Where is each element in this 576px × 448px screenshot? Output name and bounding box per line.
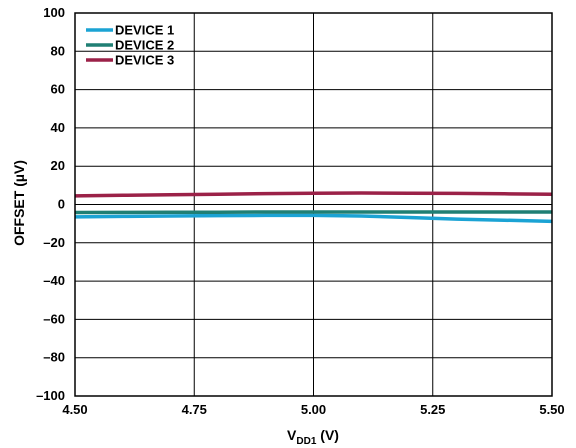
x-tick-label: 4.75 [182, 402, 207, 417]
y-tick-label: 80 [51, 43, 65, 58]
series-line-device-2 [74, 210, 552, 215]
x-axis-label-subscript: DD1 [296, 436, 316, 447]
x-axis-label: VDD1 (V) [287, 427, 339, 447]
grid [74, 12, 553, 397]
y-tick-label: 20 [51, 158, 65, 173]
x-tick-label: 5.25 [420, 402, 445, 417]
y-tick-label: –40 [43, 273, 65, 288]
x-axis-label-main: V [287, 427, 297, 443]
series-line-device-3 [74, 191, 553, 198]
legend-label-device-3: DEVICE 3 [115, 53, 174, 68]
y-tick-label: 60 [51, 82, 65, 97]
y-tick-label: –60 [43, 311, 65, 326]
x-tick-label: 5.50 [539, 402, 564, 417]
y-axis-label: OFFSET (µV) [11, 160, 27, 246]
legend-label-device-2: DEVICE 2 [115, 38, 174, 53]
y-tick-label: –20 [43, 235, 65, 250]
series-line-device-1 [74, 213, 553, 224]
y-tick-labels: 100 80 60 40 20 0 –20 –40 –60 –80 –100 [36, 5, 65, 403]
legend-label-device-1: DEVICE 1 [115, 23, 174, 38]
x-tick-labels: 4.50 4.75 5.00 5.25 5.50 [62, 402, 564, 417]
plot-frame [74, 12, 553, 397]
y-tick-label: 0 [58, 197, 65, 212]
y-tick-label: –100 [36, 388, 65, 403]
series-lines [74, 191, 553, 224]
y-tick-label: 40 [51, 120, 65, 135]
x-tick-label: 4.50 [62, 402, 87, 417]
y-tick-label: –80 [43, 350, 65, 365]
x-axis-label-unit: (V) [316, 427, 339, 443]
x-tick-label: 5.00 [301, 402, 326, 417]
y-tick-label: 100 [43, 5, 65, 20]
